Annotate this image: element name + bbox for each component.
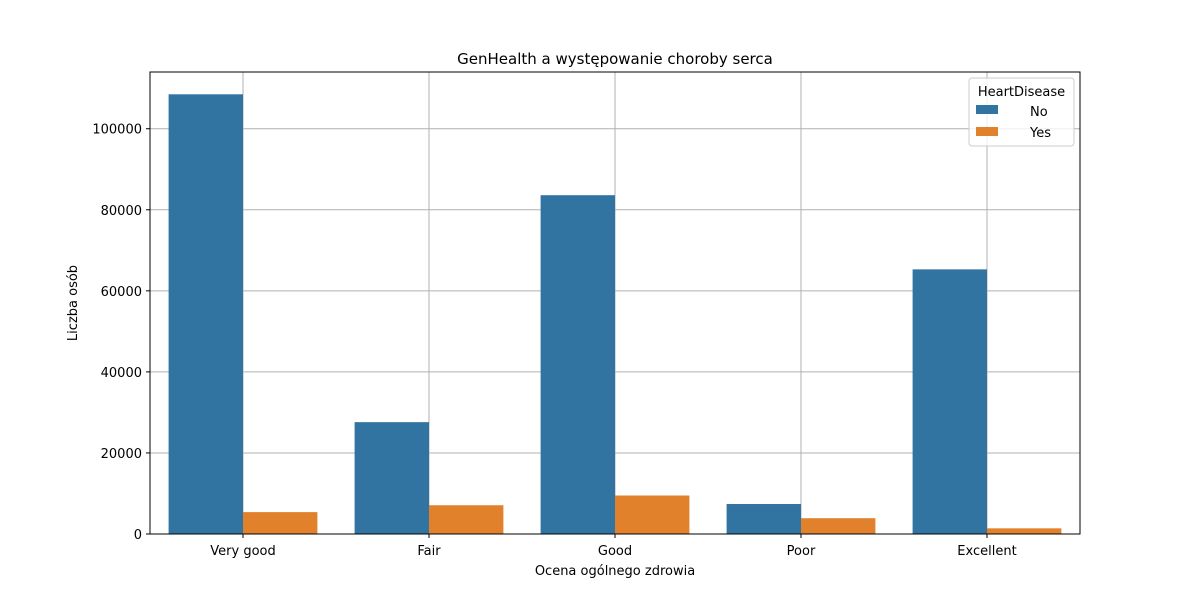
bar-yes-very-good [243,512,318,534]
bar-no-poor [726,504,801,534]
y-tick-label: 20000 [101,447,142,462]
bar-no-very-good [168,94,243,534]
bar-yes-excellent [987,528,1062,534]
legend-label-yes: Yes [1029,126,1051,141]
bar-no-fair [354,422,429,534]
x-axis: Very good Fair Good Poor Excellent [210,534,1017,559]
legend-swatch-no [976,105,998,114]
bar-no-excellent [912,269,987,534]
y-tick-label: 60000 [101,285,142,300]
legend-title: HeartDisease [978,85,1065,100]
y-axis-label: Liczba osób [66,265,81,341]
y-tick-label: 0 [134,528,142,543]
y-tick-label: 80000 [101,204,142,219]
x-tick-label: Very good [210,544,275,559]
legend: HeartDisease No Yes [968,77,1075,147]
bar-yes-fair [429,505,504,534]
y-tick-label: 100000 [92,123,142,138]
bar-no-good [540,195,615,534]
y-axis: 0 20000 40000 60000 80000 100000 [92,123,150,543]
x-axis-label: Ocena ogólnego zdrowia [535,564,695,579]
legend-label-no: No [1030,105,1048,120]
x-tick-label: Good [598,544,632,559]
legend-swatch-yes [976,127,998,136]
y-tick-label: 40000 [101,366,142,381]
x-tick-label: Excellent [957,544,1016,559]
x-tick-label: Poor [787,544,816,559]
chart-title: GenHealth a występowanie choroby serca [457,50,773,68]
x-tick-label: Fair [417,544,441,559]
bars [168,94,1062,534]
bar-yes-good [615,495,690,534]
bar-yes-poor [801,518,876,534]
